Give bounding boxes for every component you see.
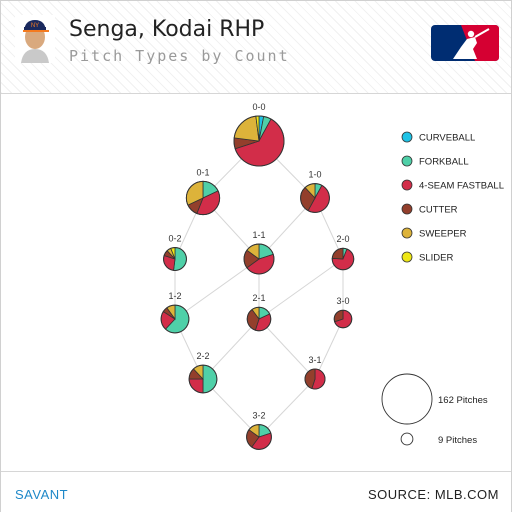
pie-outline-0-1 [185,180,221,216]
pie-0-0[interactable]: 0-0 [233,102,285,167]
header: NY Senga, Kodai RHP Pitch Types by Count [1,1,511,94]
pie-outline-0-0 [233,115,285,167]
count-label-3-2: 3-2 [252,411,265,421]
pie-0-1[interactable]: 0-1 [185,167,221,216]
player-headshot-icon: NY [15,15,55,63]
pie-1-1[interactable]: 1-1 [243,230,275,275]
legend-swatch [401,227,413,239]
legend-item-forkball[interactable]: FORKBALL [401,155,469,168]
page-title: Senga, Kodai RHP [69,17,265,42]
pie-1-0[interactable]: 1-0 [300,170,330,213]
count-label-0-0: 0-0 [252,102,265,112]
connector-1-1-to-1-2 [174,258,260,320]
legend: CURVEBALL FORKBALL 4-SEAM FASTBALL CUTTER SW… [401,131,504,264]
legend-label: SLIDER [419,253,453,264]
legend-swatch [401,131,413,143]
size-legend-item-9: 9 Pitches [400,432,477,446]
legend-item-slider[interactable]: SLIDER [401,251,453,264]
size-legend-label: 9 Pitches [438,435,477,446]
legend-item-cutter[interactable]: CUTTER [401,203,458,216]
size-legend-circle [400,432,414,446]
slice-0-0-sweeper [233,115,260,142]
pie-outline-1-2 [160,304,190,334]
pie-2-2[interactable]: 2-2 [188,351,218,394]
pie-3-1[interactable]: 3-1 [304,355,326,390]
connector-3-1-to-3-2 [258,378,316,438]
count-label-2-2: 2-2 [196,351,209,361]
svg-text:NY: NY [31,23,39,29]
slice-2-2-forkball [202,364,218,394]
count-pies: 0-0 0-1 1-0 0-2 1-1 2-0 1-2 2-1 3-0 2-2 3-1 3-2 [160,102,355,450]
pie-outline-2-0 [331,247,355,271]
count-label-0-2: 0-2 [168,234,181,244]
count-label-0-1: 0-1 [196,167,209,177]
pie-0-2[interactable]: 0-2 [163,234,187,271]
legend-item-4-seam-fastball[interactable]: 4-SEAM FASTBALL [401,179,504,192]
pie-2-1[interactable]: 2-1 [246,293,272,332]
legend-label: 4-SEAM FASTBALL [419,181,504,192]
count-label-1-0: 1-0 [308,170,321,180]
legend-swatch [401,179,413,191]
mlb-logo-icon [431,25,499,61]
legend-swatch [401,155,413,167]
legend-label: CURVEBALL [419,133,475,144]
pie-1-2[interactable]: 1-2 [160,291,190,334]
pie-outline-2-1 [246,306,272,332]
pie-2-0[interactable]: 2-0 [331,234,355,271]
size-legend: 162 Pitches 9 Pitches [381,373,488,446]
legend-label: CUTTER [419,205,458,216]
pie-outline-1-1 [243,243,275,275]
count-label-1-2: 1-2 [168,291,181,301]
count-label-2-1: 2-1 [252,293,265,303]
pie-outline-3-2 [246,424,272,450]
size-legend-circle [381,373,433,425]
legend-label: SWEEPER [419,229,467,240]
legend-item-curveball[interactable]: CURVEBALL [401,131,475,144]
page-subtitle: Pitch Types by Count [69,47,290,65]
count-label-2-0: 2-0 [336,234,349,244]
legend-label: FORKBALL [419,157,469,168]
source-label: SOURCE: MLB.COM [367,487,499,502]
pie-3-0[interactable]: 3-0 [333,296,353,329]
legend-swatch [401,251,413,263]
pie-outline-3-1 [304,368,326,390]
connector-2-0-to-2-1 [258,258,344,320]
pie-outline-1-0 [300,183,330,213]
pie-outline-0-2 [163,247,187,271]
count-label-1-1: 1-1 [252,230,265,240]
pitch-count-chart: 0-0 0-1 1-0 0-2 1-1 2-0 1-2 2-1 3-0 2-2 3-1 3-2 CUR… [160,102,504,450]
size-legend-label: 162 Pitches [438,395,488,406]
slice-0-2-forkball [173,247,187,271]
pie-outline-2-2 [188,364,218,394]
connector-3-0-to-3-1 [314,318,344,380]
count-label-3-0: 3-0 [336,296,349,306]
connector-2-1-to-3-1 [258,318,316,380]
pie-outline-3-0 [333,309,353,329]
legend-swatch [401,203,413,215]
pie-3-2[interactable]: 3-2 [246,411,272,450]
savant-link[interactable]: SAVANT [15,487,69,502]
legend-item-sweeper[interactable]: SWEEPER [401,227,467,240]
size-legend-item-162: 162 Pitches [381,373,488,425]
count-label-3-1: 3-1 [308,355,321,365]
footer: SAVANT SOURCE: MLB.COM [1,471,511,512]
